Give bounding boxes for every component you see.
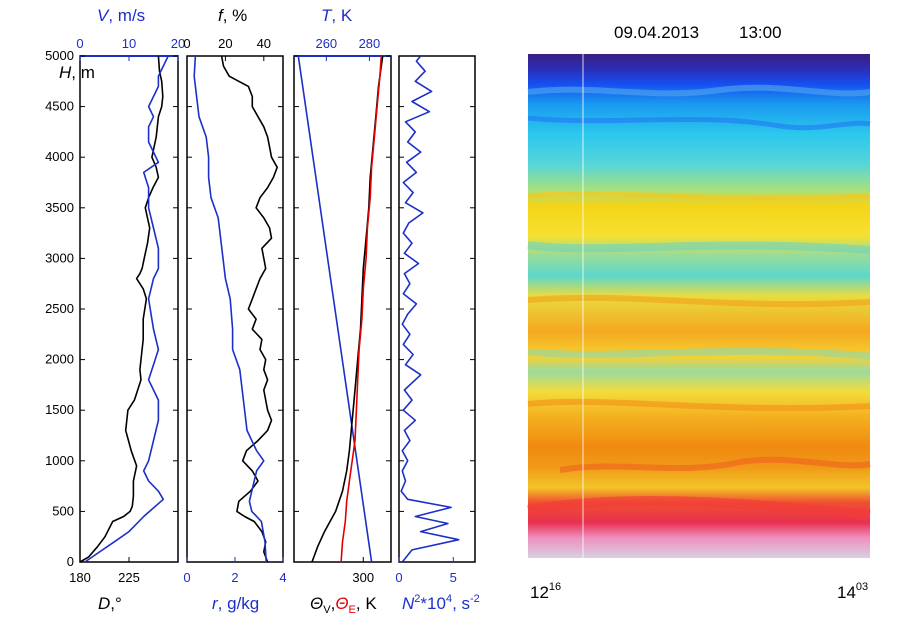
theta-axis-title: ΘV,ΘE, K [310, 594, 377, 616]
radar-texture [527, 54, 871, 558]
x-tick-label: 260 [315, 36, 337, 51]
x-tick-label: 225 [118, 570, 140, 585]
radar-start-time: 1216 [530, 581, 561, 602]
series-V [84, 55, 169, 563]
x-tick-label: 0 [183, 570, 190, 585]
d-axis-title: D,° [98, 594, 122, 613]
v-axis-title: V, m/s [97, 6, 145, 25]
height-tick-label: 4500 [45, 99, 74, 114]
series-r [193, 55, 267, 563]
series-T [297, 55, 373, 563]
x-tick-label: 0 [183, 36, 190, 51]
x-tick-label: 10 [122, 36, 136, 51]
x-tick-label: 280 [359, 36, 381, 51]
profile-series [79, 55, 460, 563]
height-tick-label: 3000 [45, 250, 74, 265]
series-f [220, 55, 279, 563]
height-ticks [80, 55, 475, 563]
height-tick-label: 2000 [45, 352, 74, 367]
height-tick-label: 1500 [45, 402, 74, 417]
radar-date: 09.04.2013 [614, 23, 699, 42]
height-tick-label: 2500 [45, 301, 74, 316]
series-ΘE [340, 55, 383, 563]
n2-axis-title: N2*104, s-2 [402, 593, 480, 613]
series-D [79, 55, 164, 563]
height-tick-label: 4000 [45, 149, 74, 164]
stability-panel-frame [398, 55, 476, 563]
height-tick-label: 1000 [45, 453, 74, 468]
x-tick-label: 0 [395, 570, 402, 585]
wind-panel-frame [79, 55, 179, 563]
x-tick-label: 20 [218, 36, 232, 51]
x-tick-label: 0 [76, 36, 83, 51]
x-tick-label: 4 [279, 570, 286, 585]
height-tick-label: 500 [52, 503, 74, 518]
f-axis-title: f, % [218, 6, 247, 25]
y-axis-title: H, m [59, 63, 95, 82]
height-tick-labels: 0 500 1000 1500 2000 2500 3000 3500 4000 4500 5000 [45, 48, 74, 569]
height-tick-label: 0 [67, 554, 74, 569]
humidity-panel-frame [186, 55, 284, 563]
x-tick-label: 40 [257, 36, 271, 51]
x-tick-label: 5 [450, 570, 457, 585]
t-axis-title: T, K [321, 6, 353, 25]
x-tick-label: 20 [171, 36, 185, 51]
height-tick-label: 5000 [45, 48, 74, 63]
r-axis-title: r, g/kg [212, 594, 259, 613]
series-Θv [311, 55, 384, 563]
radar-end-time: 1403 [837, 581, 868, 602]
height-tick-label: 3500 [45, 200, 74, 215]
radar-time: 13:00 [739, 23, 782, 42]
x-tick-label: 300 [352, 570, 374, 585]
x-tick-label: 180 [69, 570, 91, 585]
x-tick-label: 2 [231, 570, 238, 585]
series-N2 [400, 55, 460, 563]
